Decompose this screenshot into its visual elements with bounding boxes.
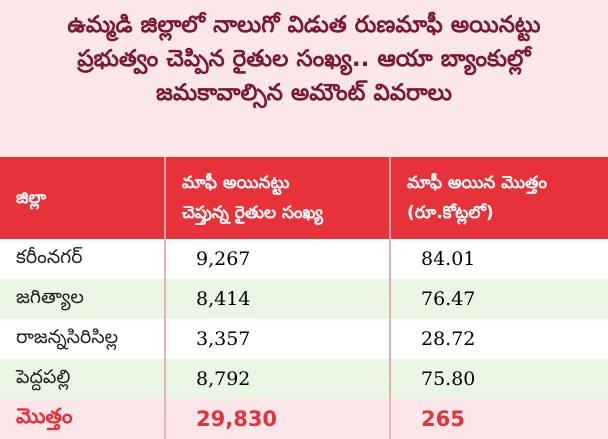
header-district: జిల్లా <box>0 157 165 239</box>
header-row: జిల్లా మాఫీ అయినట్టు చెప్తున్న రైతుల సంఖ… <box>0 157 608 239</box>
table-row: కరీంనగర్ 9,267 84.01 <box>0 239 608 279</box>
header-amount-line-1: మాఫీ అయిన మొత్తం <box>407 173 547 193</box>
amount-cell: 84.01 <box>389 239 608 279</box>
header-farmers-line-2: చెప్తున్న రైతుల సంఖ్య <box>182 203 323 223</box>
amount-cell: 75.80 <box>389 359 608 399</box>
total-farmers: 29,830 <box>164 399 390 439</box>
district-cell: పెద్దపల్లి <box>0 359 165 399</box>
total-amount: 265 <box>389 399 608 439</box>
farmers-cell: 8,792 <box>164 359 390 399</box>
table-row: పెద్దపల్లి 8,792 75.80 <box>0 359 608 399</box>
header-farmers-line-1: మాఫీ అయినట్టు <box>182 173 290 193</box>
table-row: రాజన్నసిరిసిల్ల 3,357 28.72 <box>0 319 608 359</box>
title-line-3: జమకావాల్సిన అమౌంట్ వివరాలు <box>156 80 452 106</box>
loan-waiver-table: జిల్లా మాఫీ అయినట్టు చెప్తున్న రైతుల సంఖ… <box>0 157 608 439</box>
title-line-1: ఉమ్మడి జిల్లాలో నాలుగో విడుత రుణమాఫీ అయి… <box>67 12 541 38</box>
district-cell: రాజన్నసిరిసిల్ల <box>0 319 165 359</box>
district-cell: కరీంనగర్ <box>0 239 165 279</box>
header-farmers: మాఫీ అయినట్టు చెప్తున్న రైతుల సంఖ్య <box>164 157 390 239</box>
title-line-2: ప్రభుత్వం చెప్పిన రైతుల సంఖ్య.. ఆయా బ్యా… <box>77 46 531 72</box>
farmers-cell: 3,357 <box>164 319 390 359</box>
farmers-cell: 9,267 <box>164 239 390 279</box>
farmers-cell: 8,414 <box>164 279 390 319</box>
header-amount-line-2: (రూ.కోట్లలో) <box>407 203 494 223</box>
table-row: జగిత్యాల 8,414 76.47 <box>0 279 608 319</box>
amount-cell: 28.72 <box>389 319 608 359</box>
amount-cell: 76.47 <box>389 279 608 319</box>
total-label: మొత్తం <box>0 399 165 439</box>
header-district-line: జిల్లా <box>16 188 47 208</box>
table-body: కరీంనగర్ 9,267 84.01 జగిత్యాల 8,414 76.4… <box>0 239 608 439</box>
header-amount: మాఫీ అయిన మొత్తం (రూ.కోట్లలో) <box>389 157 608 239</box>
district-cell: జగిత్యాల <box>0 279 165 319</box>
table-header: జిల్లా మాఫీ అయినట్టు చెప్తున్న రైతుల సంఖ… <box>0 157 608 239</box>
title: ఉమ్మడి జిల్లాలో నాలుగో విడుత రుణమాఫీ అయి… <box>8 8 600 110</box>
total-row: మొత్తం 29,830 265 <box>0 399 608 439</box>
